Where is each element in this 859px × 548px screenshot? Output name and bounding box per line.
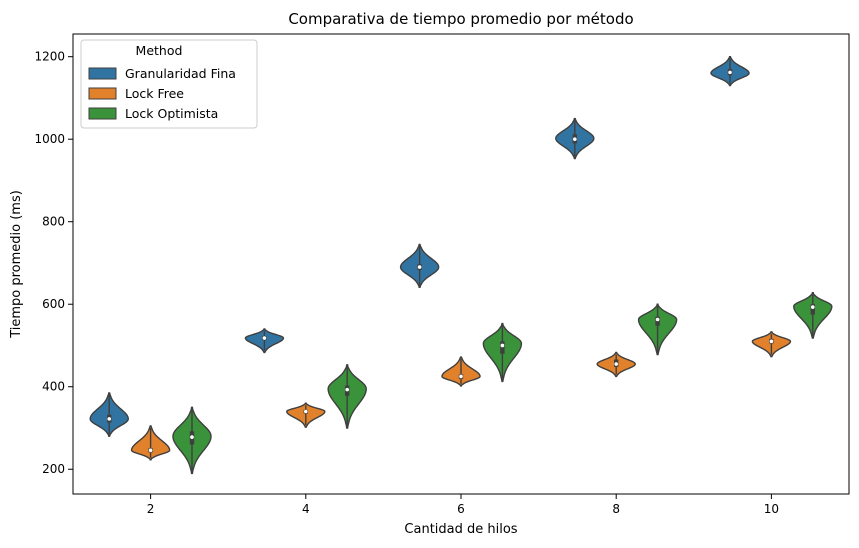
violin-median (190, 435, 194, 439)
violin (244, 328, 285, 354)
chart-title: Comparativa de tiempo promedio por métod… (288, 10, 633, 28)
y-tick-label: 1000 (34, 132, 65, 146)
violin-median (573, 137, 577, 142)
violin (555, 117, 595, 160)
violin-median (614, 362, 618, 366)
y-tick-label: 800 (42, 215, 65, 229)
violin-median (769, 339, 774, 344)
violin (596, 351, 636, 378)
violin (286, 402, 326, 428)
violin (637, 303, 678, 356)
legend-entry: Lock Free (125, 86, 184, 101)
violin (751, 331, 792, 358)
y-tick-label: 1200 (34, 50, 65, 64)
violin (793, 291, 833, 339)
legend: Method Granularidad Fina Lock Free Lock Opt… (80, 39, 258, 129)
x-tick-label: 6 (457, 502, 465, 516)
x-tick-label: 10 (764, 502, 779, 516)
violin-median (148, 448, 153, 453)
y-axis-label: Tiempo promedio (ms) (9, 190, 24, 339)
violin-median (655, 317, 660, 322)
legend-entry: Lock Optimista (125, 106, 218, 121)
legend-swatch (88, 107, 117, 120)
y-tick-label: 600 (42, 297, 65, 311)
y-tick-label: 200 (42, 462, 65, 476)
violin-iqr-box (500, 341, 505, 354)
violin (172, 406, 212, 475)
y-tick-label: 400 (42, 380, 65, 394)
violin-median (345, 387, 349, 392)
violin-median (459, 374, 463, 379)
violin (399, 243, 440, 289)
legend-entry: Granularidad Fina (125, 66, 236, 81)
violin-median (107, 417, 112, 421)
violin-median (500, 343, 505, 348)
violin (441, 356, 481, 387)
legend-box (80, 39, 258, 129)
legend-swatch (88, 67, 117, 80)
violin-median (304, 409, 308, 414)
violin-median (262, 336, 267, 340)
violin (327, 364, 367, 429)
violin (89, 392, 129, 437)
violin (482, 322, 523, 383)
legend-title: Method (136, 43, 183, 58)
violin (710, 55, 750, 87)
violin-median (728, 70, 732, 75)
violin-median (810, 305, 815, 309)
x-tick-label: 8 (612, 502, 620, 516)
x-tick-label: 2 (147, 502, 155, 516)
plot-area (89, 55, 833, 475)
violin-iqr-box (810, 304, 815, 315)
legend-swatch (88, 87, 117, 100)
x-axis-label: Cantidad de hilos (404, 522, 517, 537)
violin-median (417, 265, 422, 269)
violin (130, 425, 171, 461)
x-tick-label: 4 (302, 502, 310, 516)
